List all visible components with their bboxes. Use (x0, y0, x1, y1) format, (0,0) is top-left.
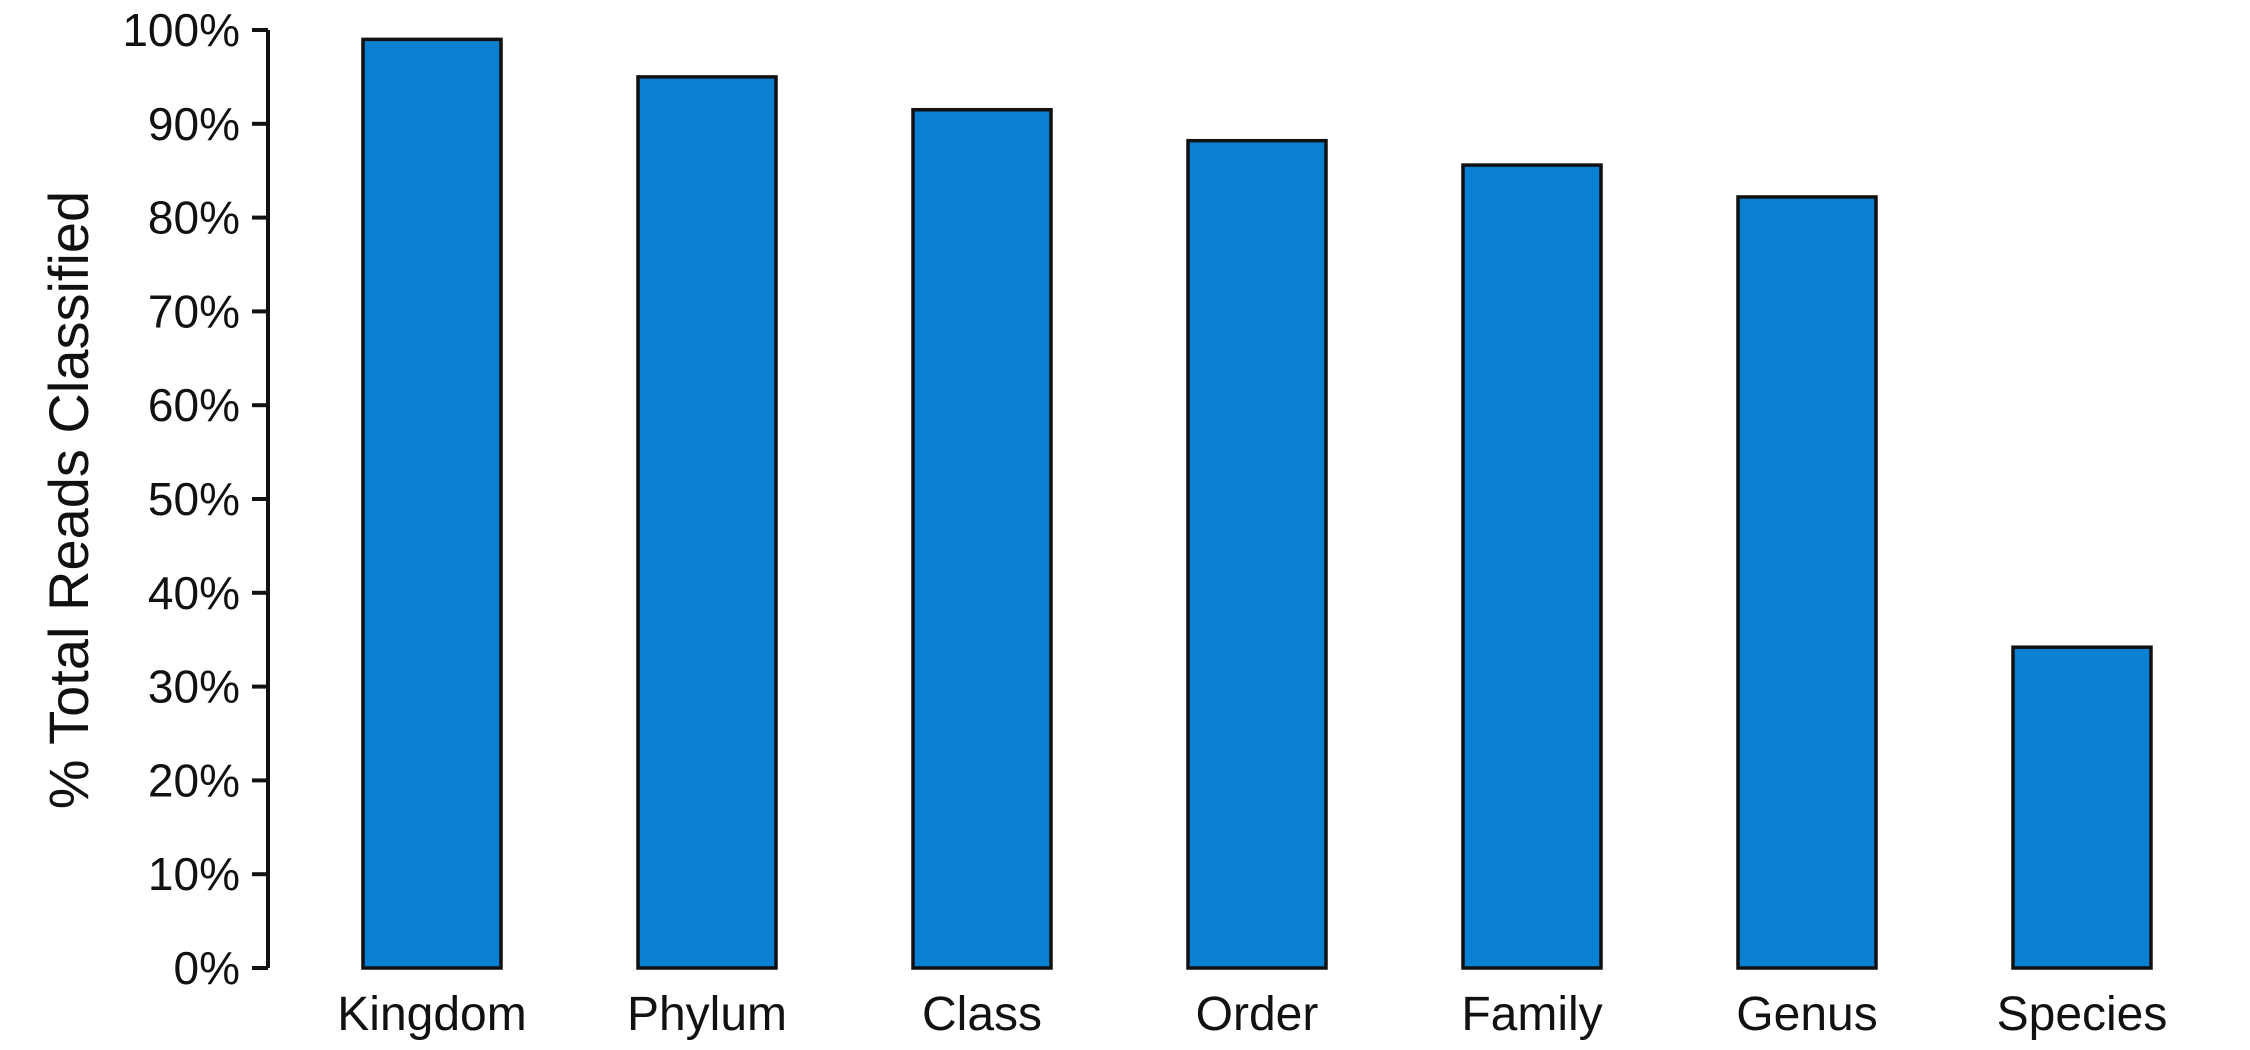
x-tick-label-class: Class (922, 988, 1042, 1041)
bar-class (911, 107, 1053, 970)
x-tick-label-genus: Genus (1736, 988, 1877, 1041)
y-tick-label: 100% (122, 4, 240, 56)
x-tick-label-order: Order (1196, 988, 1319, 1041)
x-tick-label-family: Family (1461, 988, 1602, 1041)
y-tick-label: 50% (148, 473, 240, 525)
bar-genus (1736, 195, 1878, 970)
x-tick-label-species: Species (1997, 988, 2168, 1041)
y-tick-label: 70% (148, 285, 240, 337)
bar-phylum (636, 75, 778, 970)
x-axis-labels: Kingdom Phylum Class Order Family Genus Specie… (337, 988, 2167, 1041)
x-tick-label-kingdom: Kingdom (337, 988, 526, 1041)
bars-group (361, 37, 2153, 970)
y-tick-label: 60% (148, 379, 240, 431)
y-axis-title: % Total Reads Classified (37, 191, 100, 809)
bar-species (2011, 645, 2153, 970)
y-axis: 0% 10% 20% 30% 40% 50% 60% 70% 80% 90% 100% (122, 4, 270, 994)
y-tick-label: 80% (148, 192, 240, 244)
x-tick-label-phylum: Phylum (627, 988, 787, 1041)
y-tick-label: 90% (148, 98, 240, 150)
y-tick-label: 10% (148, 848, 240, 900)
bar-family (1461, 163, 1603, 970)
y-tick-label: 0% (174, 942, 240, 994)
bar-order (1186, 138, 1328, 970)
y-tick-label: 20% (148, 754, 240, 806)
y-tick-label: 30% (148, 661, 240, 713)
y-tick-label: 40% (148, 567, 240, 619)
bar-kingdom (361, 37, 503, 970)
